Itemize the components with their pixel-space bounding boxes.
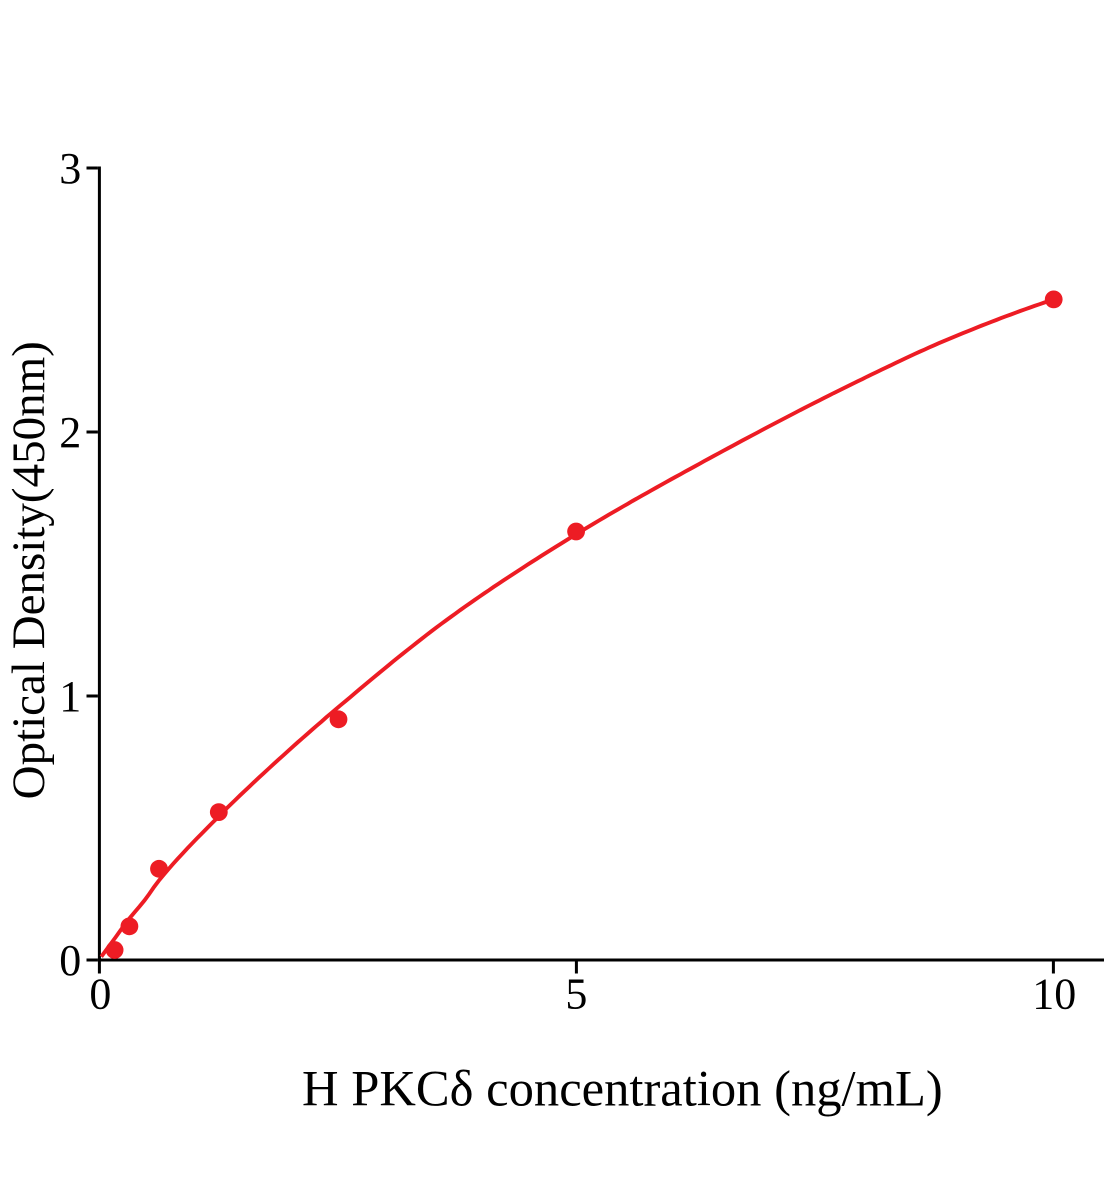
svg-text:0: 0: [59, 936, 81, 985]
svg-text:5: 5: [565, 970, 587, 1019]
svg-text:Optical Density(450nm): Optical Density(450nm): [3, 341, 55, 799]
svg-text:1: 1: [59, 672, 81, 721]
svg-text:0: 0: [89, 970, 111, 1019]
svg-text:10: 10: [1032, 970, 1076, 1019]
svg-text:H PKCδ concentration (ng/mL): H PKCδ concentration (ng/mL): [302, 1060, 943, 1116]
svg-text:2: 2: [59, 408, 81, 457]
svg-text:3: 3: [59, 144, 81, 193]
